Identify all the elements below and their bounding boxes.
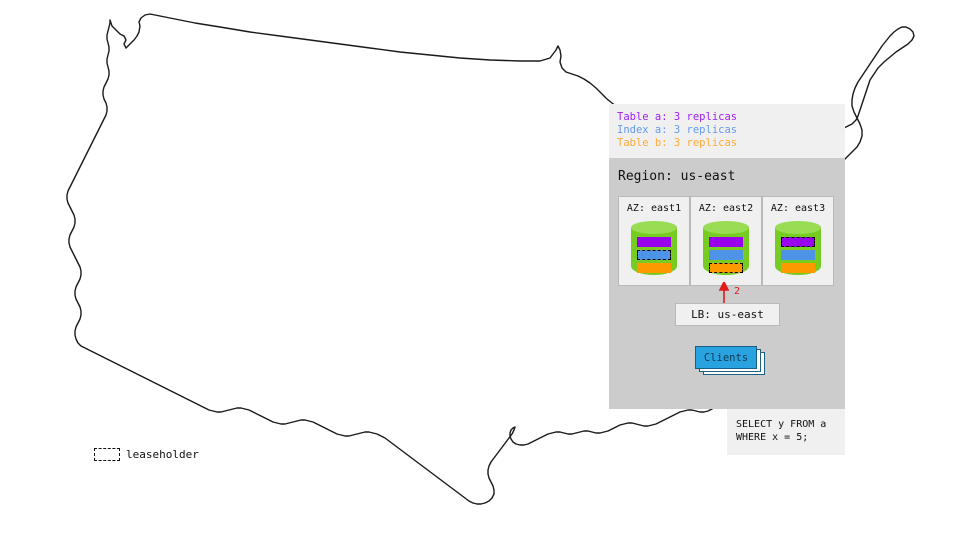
- database-cylinder-top: [775, 221, 821, 234]
- sql-query-box: SELECT y FROM a WHERE x = 5;: [727, 409, 845, 455]
- legend-label: leaseholder: [126, 448, 199, 461]
- database-cylinder-top: [703, 221, 749, 234]
- replica-stripe-table-a: [781, 237, 815, 247]
- replica-summary-panel: Table a: 3 replicas Index a: 3 replicas …: [609, 104, 845, 158]
- sql-line-1: SELECT y FROM a: [736, 419, 827, 430]
- replica-stripe-table-a: [709, 237, 743, 247]
- replica-line-table-a: Table a: 3 replicas: [617, 111, 738, 123]
- replica-stripe-table-a: [637, 237, 671, 247]
- clients-card-front[interactable]: Clients: [695, 346, 757, 369]
- database-cylinder-top: [631, 221, 677, 234]
- database-node-east3: [775, 221, 821, 279]
- az-label-east1: AZ: east1: [626, 203, 682, 214]
- az-label-east2: AZ: east2: [698, 203, 754, 214]
- replica-line-index-a: Index a: 3 replicas: [617, 124, 738, 137]
- replica-stripe-table-b: [781, 263, 815, 273]
- replica-stripe-table-b: [637, 263, 671, 273]
- replica-line-table-b: Table b: 3 replicas: [617, 137, 738, 150]
- database-node-east1: [631, 221, 677, 279]
- replica-stripe-table-b: [709, 263, 743, 273]
- replica-stripe-index-a: [781, 250, 815, 260]
- az-row: AZ: east1 AZ: east2: [618, 196, 834, 286]
- replica-stripes-east2: [709, 237, 743, 273]
- request-arrow-2: 2: [718, 280, 748, 306]
- az-label-east3: AZ: east3: [770, 203, 826, 214]
- arrow-label-2: 2: [734, 286, 741, 297]
- load-balancer-box[interactable]: LB: us-east: [675, 303, 780, 326]
- leaseholder-swatch-icon: [94, 448, 120, 461]
- replica-stripes-east1: [637, 237, 671, 273]
- az-box-east2[interactable]: AZ: east2: [690, 196, 762, 286]
- replica-stripes-east3: [781, 237, 815, 273]
- clients-label: Clients: [703, 351, 749, 364]
- legend: leaseholder: [94, 448, 199, 461]
- az-box-east1[interactable]: AZ: east1: [618, 196, 690, 286]
- replica-stripe-index-a: [709, 250, 743, 260]
- database-node-east2: [703, 221, 749, 279]
- replica-stripe-index-a: [637, 250, 671, 260]
- az-box-east3[interactable]: AZ: east3: [762, 196, 834, 286]
- region-title: Region: us-east: [618, 169, 736, 184]
- load-balancer-label: LB: us-east: [691, 308, 764, 321]
- region-panel-us-east: Region: us-east AZ: east1 AZ: east2: [609, 158, 845, 409]
- clients-stack[interactable]: Clients: [695, 346, 769, 376]
- sql-line-2: WHERE x = 5;: [736, 432, 809, 443]
